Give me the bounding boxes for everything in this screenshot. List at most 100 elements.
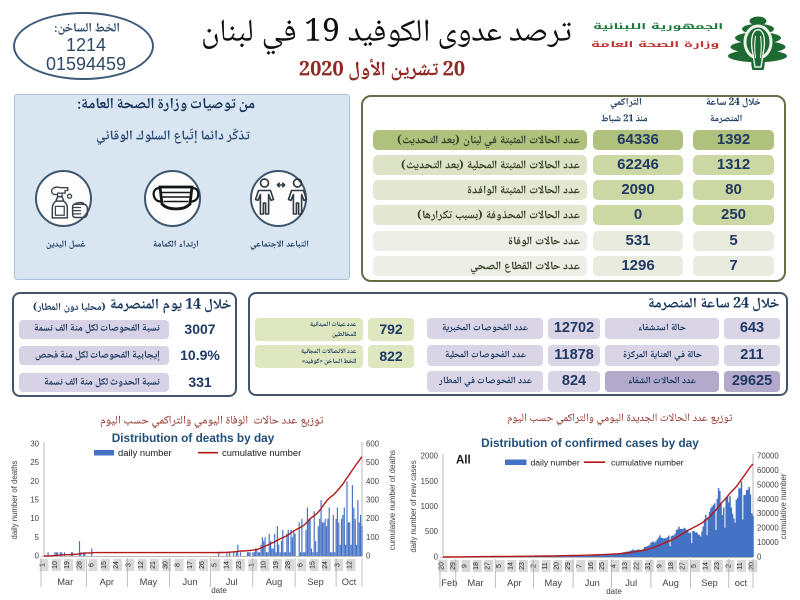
svg-text:19: 19 [64, 561, 71, 569]
svg-text:May: May [545, 578, 563, 588]
svg-text:60000: 60000 [757, 466, 779, 475]
svg-text:date: date [606, 587, 622, 596]
svg-text:25: 25 [599, 562, 606, 570]
svg-text:20: 20 [30, 477, 39, 486]
svg-text:Sep: Sep [307, 577, 324, 587]
svg-text:4: 4 [611, 564, 618, 568]
svg-text:All: All [456, 455, 471, 467]
svg-text:Sep: Sep [701, 578, 718, 588]
svg-text:5: 5 [212, 563, 219, 567]
svg-text:28: 28 [285, 561, 292, 569]
svg-text:30000: 30000 [757, 509, 779, 518]
svg-text:23: 23 [714, 562, 721, 570]
svg-text:10: 10 [261, 561, 268, 569]
svg-text:20: 20 [553, 562, 560, 570]
svg-text:daily number: daily number [118, 447, 172, 458]
svg-text:26: 26 [199, 561, 206, 569]
svg-text:3: 3 [334, 563, 341, 567]
svg-text:8: 8 [175, 563, 182, 567]
svg-text:18: 18 [668, 562, 675, 570]
svg-text:11: 11 [737, 562, 744, 569]
svg-text:daily number of deaths: daily number of deaths [10, 460, 19, 539]
svg-text:date: date [211, 586, 227, 595]
svg-text:Mar: Mar [57, 577, 73, 587]
svg-text:Jun: Jun [183, 577, 198, 587]
svg-text:cumulative number of deaths: cumulative number of deaths [388, 450, 397, 550]
svg-text:19: 19 [273, 561, 280, 569]
svg-text:20: 20 [439, 562, 446, 570]
svg-text:Feb: Feb [441, 578, 457, 588]
svg-text:cumulative number: cumulative number [779, 473, 788, 539]
svg-text:7: 7 [576, 564, 583, 568]
svg-text:0: 0 [434, 553, 439, 562]
svg-text:18: 18 [473, 562, 480, 570]
svg-text:12: 12 [347, 561, 354, 569]
svg-text:31: 31 [645, 562, 652, 570]
svg-text:14: 14 [703, 562, 710, 570]
svg-text:15: 15 [30, 496, 39, 505]
svg-text:10: 10 [30, 514, 39, 523]
svg-text:Apr: Apr [100, 577, 114, 587]
svg-text:400: 400 [366, 477, 380, 486]
svg-text:Jun: Jun [585, 578, 600, 588]
svg-text:6: 6 [89, 563, 96, 567]
svg-text:20: 20 [749, 562, 756, 570]
svg-text:27: 27 [484, 562, 491, 570]
svg-text:23: 23 [236, 561, 243, 569]
svg-text:oct: oct [735, 578, 748, 588]
svg-text:500: 500 [366, 458, 380, 467]
svg-text:600: 600 [366, 440, 380, 449]
svg-text:daily number: daily number [531, 458, 580, 468]
svg-text:1000: 1000 [421, 502, 439, 511]
svg-text:29: 29 [565, 562, 572, 570]
svg-text:10000: 10000 [757, 538, 779, 547]
svg-text:1: 1 [40, 563, 47, 567]
svg-text:12: 12 [138, 561, 145, 569]
svg-text:300: 300 [366, 496, 380, 505]
svg-text:28: 28 [76, 561, 83, 569]
svg-text:24: 24 [113, 561, 120, 569]
svg-text:5: 5 [35, 533, 40, 542]
svg-text:200: 200 [366, 514, 380, 523]
svg-text:30: 30 [162, 561, 169, 569]
svg-text:50000: 50000 [757, 480, 779, 489]
svg-text:0: 0 [366, 552, 371, 561]
svg-text:30: 30 [30, 440, 39, 449]
svg-text:14: 14 [224, 561, 231, 569]
svg-text:Mar: Mar [467, 578, 483, 588]
svg-text:15: 15 [310, 561, 317, 569]
svg-text:0: 0 [757, 553, 762, 562]
svg-text:2000: 2000 [421, 452, 439, 461]
svg-text:3: 3 [126, 563, 133, 567]
svg-text:9: 9 [462, 564, 469, 568]
svg-text:70000: 70000 [757, 452, 779, 461]
svg-text:Distribution of confirmed case: Distribution of confirmed cases by day [481, 436, 699, 450]
svg-text:23: 23 [519, 562, 526, 570]
svg-text:10: 10 [52, 561, 59, 569]
svg-text:cumulative number: cumulative number [611, 458, 684, 468]
svg-text:27: 27 [680, 562, 687, 570]
svg-text:20000: 20000 [757, 524, 779, 533]
svg-text:100: 100 [366, 533, 380, 542]
svg-text:22: 22 [634, 562, 641, 570]
svg-text:24: 24 [322, 561, 329, 569]
svg-text:daily number of new cases: daily number of new cases [409, 460, 418, 552]
svg-text:0: 0 [35, 552, 40, 561]
svg-text:5: 5 [691, 564, 698, 568]
svg-text:21: 21 [150, 561, 157, 569]
svg-text:15: 15 [101, 561, 108, 569]
svg-text:May: May [140, 577, 158, 587]
svg-text:Distribution of deaths by day: Distribution of deaths by day [112, 431, 275, 445]
svg-text:Jul: Jul [226, 577, 238, 587]
svg-text:17: 17 [187, 561, 194, 569]
svg-text:5: 5 [496, 564, 503, 568]
svg-text:cumulative number: cumulative number [222, 447, 301, 458]
svg-text:13: 13 [622, 562, 629, 570]
svg-text:Jul: Jul [625, 578, 637, 588]
svg-text:40000: 40000 [757, 495, 779, 504]
svg-text:6: 6 [297, 563, 304, 567]
svg-text:25: 25 [30, 458, 39, 467]
svg-text:11: 11 [542, 562, 549, 569]
svg-text:500: 500 [425, 527, 439, 536]
svg-text:Oct: Oct [342, 577, 357, 587]
